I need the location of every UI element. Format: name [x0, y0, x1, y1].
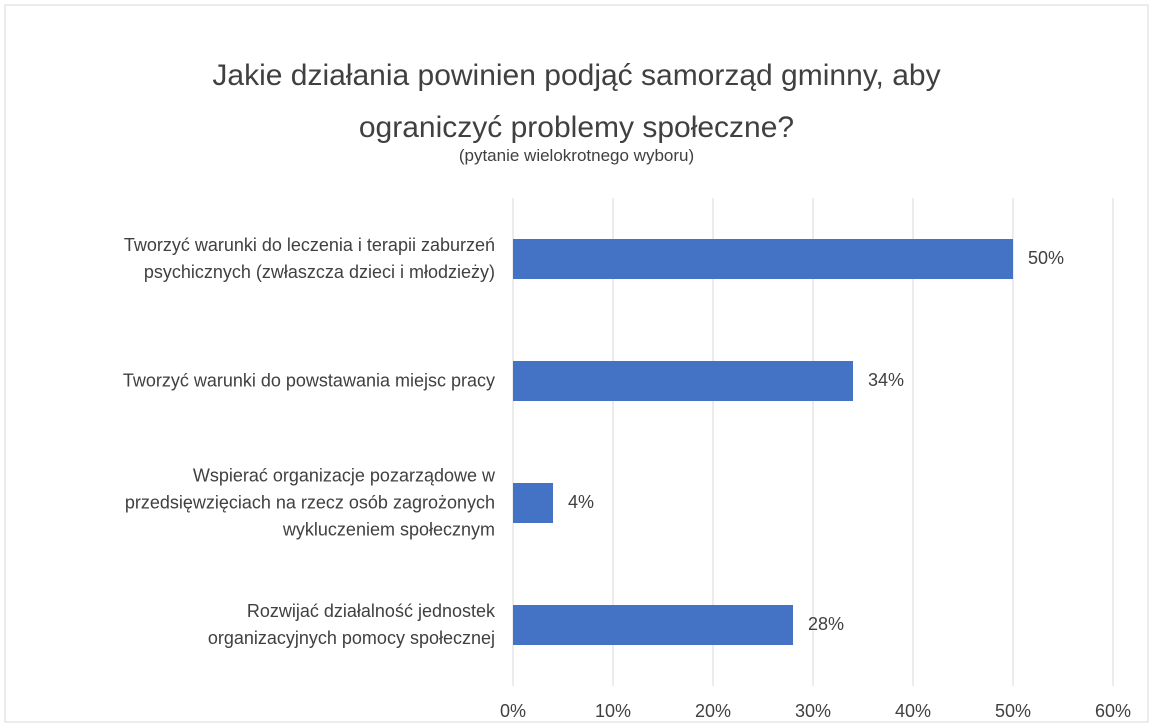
y-tick-label: Tworzyć warunki do powstawania miejsc pr… [122, 370, 495, 391]
y-tick-label: Rozwijać działalność jednostek organizac… [207, 601, 495, 648]
x-tick-label: 30% [795, 701, 831, 721]
data-label: 34% [868, 370, 904, 390]
chart-subtitle: (pytanie wielokrotnego wyboru) [458, 146, 695, 165]
bar [513, 361, 853, 401]
bar [513, 605, 793, 645]
data-label: 50% [1028, 248, 1064, 268]
data-label: 28% [808, 614, 844, 634]
x-tick-label: 50% [995, 701, 1031, 721]
y-tick-label: Tworzyć warunki do leczenia i terapii za… [123, 235, 495, 282]
bar [513, 483, 553, 523]
chart-title: Jakie działania powinien podjąć samorząd… [212, 59, 941, 144]
y-tick-label: Wspierać organizacje pozarządowe w przed… [124, 465, 495, 540]
x-tick-label: 40% [895, 701, 931, 721]
chart-border [4, 4, 1149, 723]
data-label: 4% [568, 492, 594, 512]
x-tick-label: 60% [1095, 701, 1131, 721]
x-tick-label: 20% [695, 701, 731, 721]
x-tick-label: 0% [500, 701, 526, 721]
bar [513, 239, 1013, 279]
x-tick-label: 10% [595, 701, 631, 721]
